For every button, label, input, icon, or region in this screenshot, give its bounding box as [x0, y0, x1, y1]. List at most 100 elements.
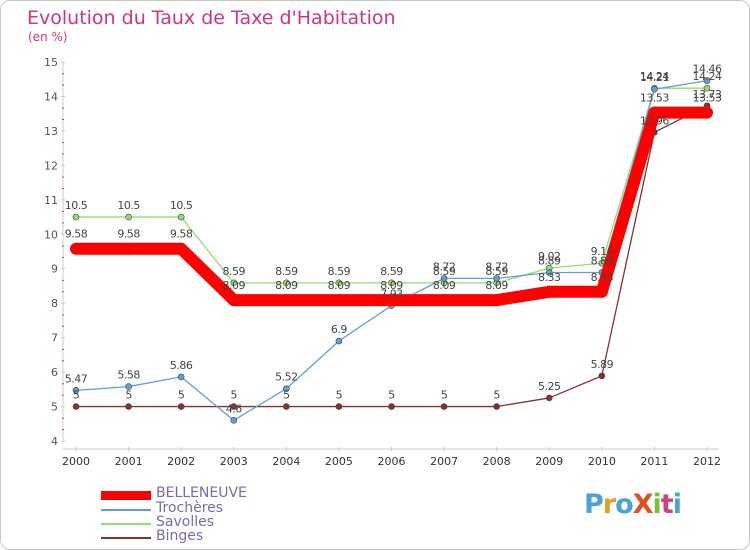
data-label: 7.93: [380, 288, 403, 301]
data-label: 8.09: [433, 279, 456, 292]
data-label: 5.86: [170, 359, 193, 372]
data-label: 13.73: [693, 88, 722, 101]
data-point: [651, 85, 658, 93]
data-label: 6.9: [331, 323, 347, 336]
data-label-layer: 9.58 9.58 9.58 8.09 8.09 8.09 8.09 8.09 8.09 8.33…: [65, 63, 723, 416]
data-point: [648, 106, 661, 119]
data-point: [385, 294, 398, 307]
data-point: [595, 285, 608, 298]
data-label: 5.25: [538, 380, 561, 393]
data-label: 9.58: [117, 228, 140, 241]
data-point: [335, 279, 343, 287]
data-label: 14.24: [693, 70, 722, 83]
y-tick-label: 15: [44, 56, 58, 69]
x-tick-label: 2006: [378, 455, 406, 468]
data-label: 8.09: [328, 279, 351, 292]
data-point: [230, 417, 238, 424]
data-point: [230, 279, 238, 287]
data-point: [70, 242, 82, 255]
data-point: [230, 403, 238, 410]
y-tick-label: 8: [51, 297, 58, 310]
logo-letter: t: [660, 489, 674, 520]
logo-letter: i: [672, 489, 682, 520]
data-label: 14.24: [640, 70, 669, 83]
data-point: [175, 242, 188, 255]
data-point: [438, 294, 451, 307]
data-label: 8.33: [591, 271, 614, 284]
logo-letter: o: [615, 489, 634, 520]
legend-label: Binges: [156, 528, 204, 544]
data-label: 8.89: [538, 255, 561, 268]
data-point: [177, 403, 185, 410]
x-tick-label: 2012: [693, 455, 721, 468]
data-label: 8.09: [275, 279, 298, 292]
axes: 4 5 6 7 8 9 10 11 12 13 14 15 2000 2001 2002 2003 2004 20…: [44, 56, 721, 468]
data-label: 8.72: [485, 260, 508, 273]
data-label: 10.5: [170, 199, 193, 212]
data-label: 5: [231, 389, 238, 402]
data-label: 8.33: [538, 271, 561, 284]
y-tick-label: 7: [51, 332, 58, 345]
data-label: 5.89: [591, 358, 614, 371]
data-label: 10.5: [117, 199, 140, 212]
data-point: [543, 285, 556, 298]
x-tick-label: 2008: [483, 455, 511, 468]
y-tick-label: 14: [44, 90, 58, 103]
logo-letter: X: [632, 489, 654, 520]
data-point: [440, 275, 448, 282]
data-label: 9.58: [65, 228, 88, 241]
x-tick-label: 2003: [220, 455, 248, 468]
data-point: [545, 394, 553, 402]
data-point: [703, 77, 711, 84]
data-point: [283, 403, 290, 410]
data-point: [72, 387, 80, 394]
data-label: 8.72: [433, 260, 456, 273]
logo-letter: i: [652, 489, 662, 520]
data-point: [598, 372, 606, 380]
data-label: 5: [441, 389, 448, 402]
x-tick-label: 2009: [535, 455, 563, 468]
data-label: 8.59: [380, 265, 403, 278]
data-point: [177, 373, 185, 381]
data-label: 8.59: [328, 265, 351, 278]
data-point: [703, 84, 711, 92]
data-point: [283, 385, 290, 392]
data-point: [177, 213, 185, 221]
data-point: [227, 294, 240, 307]
data-label: 5: [178, 389, 185, 402]
data-label: 9.16: [591, 245, 614, 258]
data-point: [545, 269, 553, 276]
data-label: 9.02: [538, 250, 561, 263]
data-point: [332, 294, 345, 307]
data-label: 14.21: [640, 71, 669, 84]
data-point: [440, 403, 448, 410]
data-point: [122, 242, 135, 255]
data-label: 8.89: [591, 255, 614, 268]
data-label: 13.53: [693, 92, 722, 105]
data-label: 4.6: [226, 402, 242, 415]
data-label: 12.96: [640, 114, 669, 127]
data-point: [701, 106, 713, 119]
data-point: [125, 213, 132, 221]
x-tick-label: 2001: [115, 455, 143, 468]
y-tick-label: 9: [51, 263, 58, 276]
data-label: 13.53: [640, 92, 669, 105]
data-label: 5.58: [117, 369, 140, 382]
legend-swatch: [101, 523, 151, 525]
y-tick-label: 13: [44, 125, 58, 138]
data-point: [125, 403, 132, 410]
data-label: 8.59: [275, 265, 298, 278]
data-point: [72, 403, 80, 410]
data-point: [335, 403, 343, 410]
data-label: 8.59: [433, 265, 456, 278]
y-tick-label: 4: [51, 435, 58, 448]
x-tick-label: 2005: [325, 455, 353, 468]
data-label: 8.09: [223, 279, 246, 292]
chart-unit-label: (en %): [28, 30, 68, 44]
data-point: [72, 213, 80, 221]
data-point: [283, 279, 290, 287]
data-point: [490, 294, 503, 307]
x-tick-label: 2002: [167, 455, 195, 468]
data-label: 8.59: [223, 265, 246, 278]
